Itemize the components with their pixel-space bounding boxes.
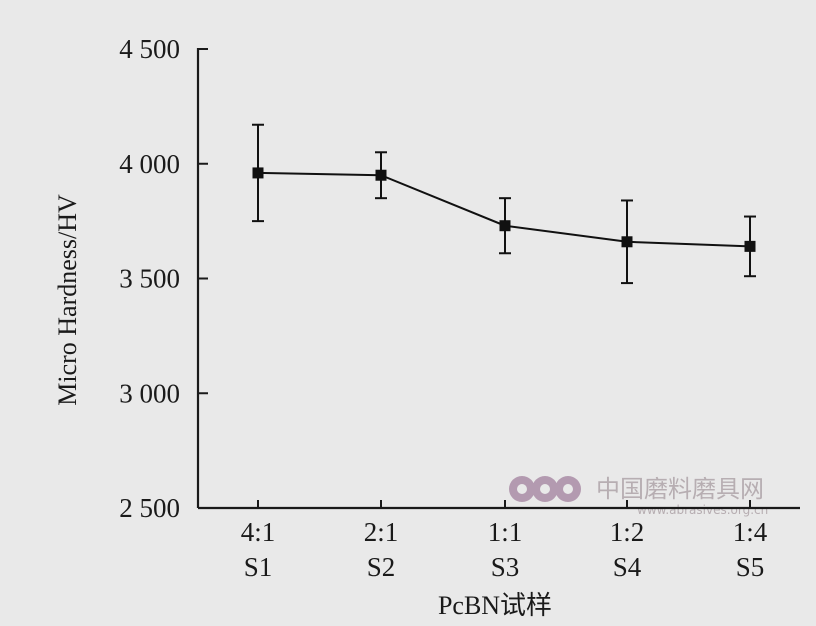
y-axis-ticks: 2 500 3 000 3 500 4 000 4 500	[119, 34, 208, 523]
y-tick-label: 3 500	[119, 264, 180, 294]
x-axis-title: PcBN试样	[438, 591, 552, 620]
watermark-logo-icon	[509, 476, 581, 502]
watermark-url: www.abrasives.org.cn	[637, 503, 768, 517]
y-tick-label: 3 000	[119, 378, 180, 408]
x-tick-label-ratio: 1:4	[733, 517, 768, 547]
x-tick-label-ratio: 2:1	[364, 517, 399, 547]
x-tick-label-sample: S2	[367, 552, 396, 582]
data-point-marker	[744, 240, 756, 252]
y-tick-label: 2 500	[119, 493, 180, 523]
data-point-marker	[252, 167, 264, 179]
axes	[196, 48, 800, 510]
x-axis-categories: 4:1 S1 2:1 S2 1:1 S3 1:2 S4 1:4 S5	[241, 500, 768, 582]
data-point-marker	[621, 236, 633, 248]
y-tick-label: 4 000	[119, 149, 180, 179]
x-tick-label-sample: S4	[613, 552, 642, 582]
x-tick-label-sample: S5	[736, 552, 765, 582]
y-tick-label: 4 500	[119, 34, 180, 64]
data-point-marker	[499, 220, 511, 232]
data-point-marker	[375, 169, 387, 181]
x-tick-label-sample: S3	[491, 552, 520, 582]
x-tick-label-ratio: 4:1	[241, 517, 276, 547]
y-axis-title: Micro Hardness/HV	[53, 194, 82, 406]
x-tick-label-ratio: 1:2	[610, 517, 645, 547]
watermark: 中国磨料磨具网 www.abrasives.org.cn	[509, 475, 768, 517]
watermark-text: 中国磨料磨具网	[596, 475, 764, 503]
data-series	[252, 123, 756, 285]
x-tick-label-sample: S1	[244, 552, 273, 582]
x-tick-label-ratio: 1:1	[488, 517, 523, 547]
